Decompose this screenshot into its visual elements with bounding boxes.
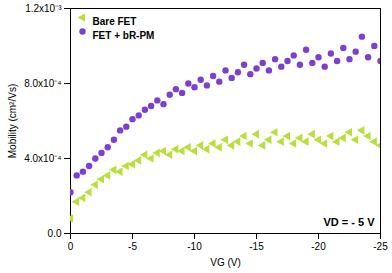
svg-text:Mobility (cm²/Vs): Mobility (cm²/Vs) bbox=[7, 84, 18, 158]
svg-text:-10: -10 bbox=[187, 241, 202, 252]
svg-text:-20: -20 bbox=[311, 241, 326, 252]
svg-text:0: 0 bbox=[68, 241, 74, 252]
svg-text:1.2x10⁻³: 1.2x10⁻³ bbox=[25, 3, 62, 14]
svg-text:VG (V): VG (V) bbox=[210, 257, 241, 268]
svg-text:-25: -25 bbox=[373, 241, 388, 252]
svg-text:VD = - 5 V: VD = - 5 V bbox=[323, 216, 375, 228]
svg-text:-5: -5 bbox=[128, 241, 137, 252]
svg-text:4.0x10⁻⁴: 4.0x10⁻⁴ bbox=[24, 153, 61, 164]
svg-text:-15: -15 bbox=[249, 241, 264, 252]
svg-text:0.0: 0.0 bbox=[48, 228, 62, 239]
svg-text:Bare FET: Bare FET bbox=[93, 16, 137, 27]
svg-text:8.0x10⁻⁴: 8.0x10⁻⁴ bbox=[24, 78, 61, 89]
svg-text:FET + bR-PM: FET + bR-PM bbox=[93, 30, 155, 41]
